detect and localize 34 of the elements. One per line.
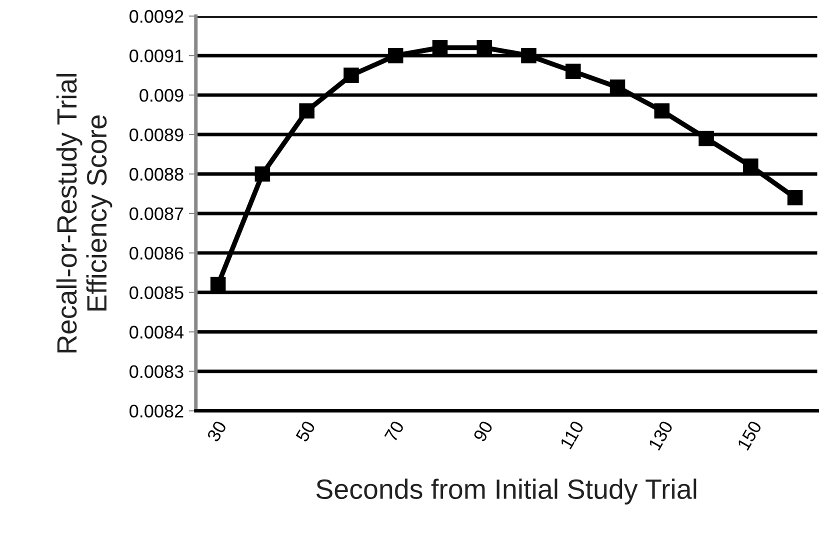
x-tick-label: 50 [295, 420, 316, 443]
x-tick-label: 90 [472, 420, 494, 442]
point [654, 103, 670, 118]
y-tick-label: 0.0088 [130, 168, 184, 181]
point [254, 166, 270, 182]
point [698, 130, 714, 146]
y-tick-label: 0.0084 [130, 326, 184, 339]
x-tick-label: 150 [736, 420, 762, 451]
point [432, 40, 448, 56]
point [743, 158, 758, 174]
point [787, 190, 803, 206]
x-axis-title: Seconds from Initial Study Trial [316, 478, 696, 505]
x-tick-label: 110 [560, 420, 584, 450]
y-tick-label: 0.0091 [130, 50, 184, 62]
y-tick-label: 0.0092 [130, 10, 184, 23]
point [565, 64, 581, 80]
y-axis-title: Recall-or-Restudy Trial Efficiency Score [56, 74, 112, 352]
point [210, 276, 226, 292]
y-tick-label: 0.009 [140, 88, 184, 102]
y-tick-label: 0.0082 [130, 404, 184, 418]
y-tick-label: 0.0083 [130, 365, 184, 378]
y-tick-label: 0.0089 [130, 128, 184, 142]
y-tick-label: 0.0085 [130, 286, 184, 300]
point [344, 68, 359, 83]
y-tick-label: 0.0086 [130, 246, 184, 260]
y-tick-label: 0.0087 [130, 207, 184, 220]
point [476, 40, 492, 56]
point [388, 48, 404, 64]
point [610, 80, 626, 95]
x-tick-label: 130 [648, 420, 674, 451]
x-tick-label: 30 [206, 420, 227, 443]
point [299, 103, 314, 118]
x-tick-label: 70 [384, 420, 404, 442]
point [521, 48, 536, 64]
